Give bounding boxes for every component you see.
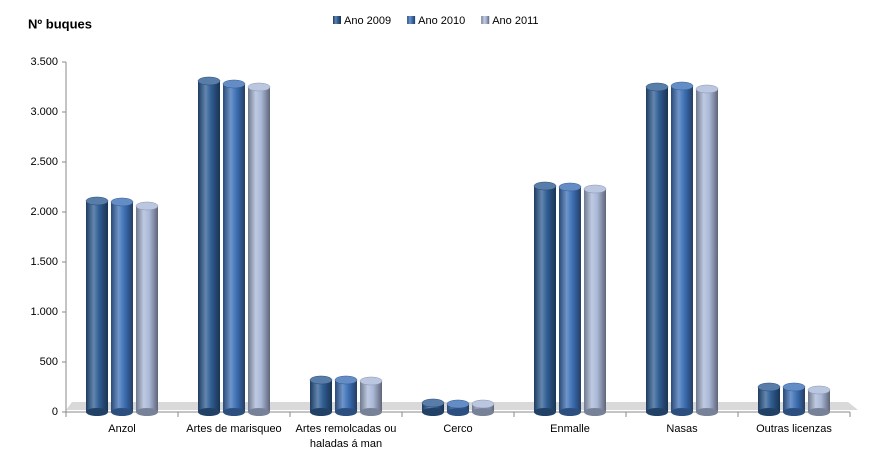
bar: [671, 86, 693, 412]
bar: [310, 380, 332, 412]
bar-cap: [645, 82, 669, 92]
bar-base: [758, 408, 780, 416]
bar-cap: [471, 399, 495, 409]
bar: [136, 206, 158, 412]
bar-cap: [807, 385, 831, 395]
bar-base: [559, 408, 581, 416]
bar: [559, 187, 581, 412]
legend-label: Ano 2010: [418, 15, 465, 27]
y-tick-label: 500: [40, 356, 58, 368]
y-axis-title: Nº buques: [28, 16, 92, 31]
bar-cap: [782, 382, 806, 392]
bar: [808, 390, 830, 412]
y-tick-label: 1.500: [30, 256, 58, 268]
bar-base: [696, 408, 718, 416]
bar-base: [198, 408, 220, 416]
y-tick-label: 3.000: [30, 106, 58, 118]
bar-cap: [695, 84, 719, 94]
y-tick-label: 3.500: [30, 56, 58, 68]
x-tick-label: Enmalle: [550, 423, 590, 435]
y-tick-label: 2.000: [30, 206, 58, 218]
bar: [335, 380, 357, 412]
bar: [783, 387, 805, 412]
bar: [223, 84, 245, 412]
bar: [198, 81, 220, 412]
legend-swatch: [481, 16, 490, 24]
bar: [696, 89, 718, 412]
x-tick-label: Nasas: [666, 423, 698, 435]
legend-label: Ano 2009: [344, 15, 391, 27]
x-tick-label: Cerco: [443, 423, 473, 435]
bar-base: [534, 408, 556, 416]
bar-base: [646, 408, 668, 416]
bar-cap: [359, 376, 383, 386]
bar-base: [111, 408, 133, 416]
bar-cap: [670, 81, 694, 91]
bar-base: [223, 408, 245, 416]
bar-cap: [334, 375, 358, 385]
legend-label: Ano 2011: [492, 15, 538, 27]
bar-cap: [757, 382, 781, 392]
bar-base: [447, 408, 469, 416]
x-tick-label: Artes de marisqueo: [186, 423, 282, 435]
bar-cap: [446, 399, 470, 409]
bar-cap: [222, 79, 246, 89]
bar-base: [335, 408, 357, 416]
bar: [111, 202, 133, 412]
bar: [360, 381, 382, 412]
bar-base: [783, 408, 805, 416]
legend-swatch: [333, 16, 341, 24]
bar-base: [136, 408, 158, 416]
bar-base: [808, 408, 830, 416]
bar: [422, 403, 444, 412]
bar-cap: [85, 196, 109, 206]
bar-base: [86, 408, 108, 416]
bar: [584, 189, 606, 412]
bar-base: [360, 408, 382, 416]
bar: [86, 201, 108, 412]
bar: [646, 87, 668, 412]
x-tick-label: Artes remolcadas ou haladas á man: [295, 423, 397, 450]
x-tick-label: Anzol: [108, 423, 136, 435]
y-tick-label: 0: [52, 406, 58, 418]
legend-swatch: [407, 16, 416, 24]
bar: [758, 387, 780, 412]
x-tick-label: Outras licenzas: [756, 423, 832, 435]
bar-cap: [309, 375, 333, 385]
bar-cap: [558, 182, 582, 192]
y-tick-label: 2.500: [30, 156, 58, 168]
bar-cap: [421, 398, 445, 408]
bar-cap: [135, 201, 159, 211]
bar: [248, 87, 270, 412]
bar-base: [472, 408, 494, 416]
bar-cap: [533, 181, 557, 191]
bar-base: [671, 408, 693, 416]
bar-cap: [110, 197, 134, 207]
bar-base: [584, 408, 606, 416]
bar-base: [422, 408, 444, 416]
y-tick-label: 1.000: [30, 306, 58, 318]
bar-base: [248, 408, 270, 416]
bar-cap: [583, 184, 607, 194]
bar-base: [310, 408, 332, 416]
bar: [534, 186, 556, 412]
bar-cap: [197, 76, 221, 86]
bar-cap: [247, 82, 271, 92]
